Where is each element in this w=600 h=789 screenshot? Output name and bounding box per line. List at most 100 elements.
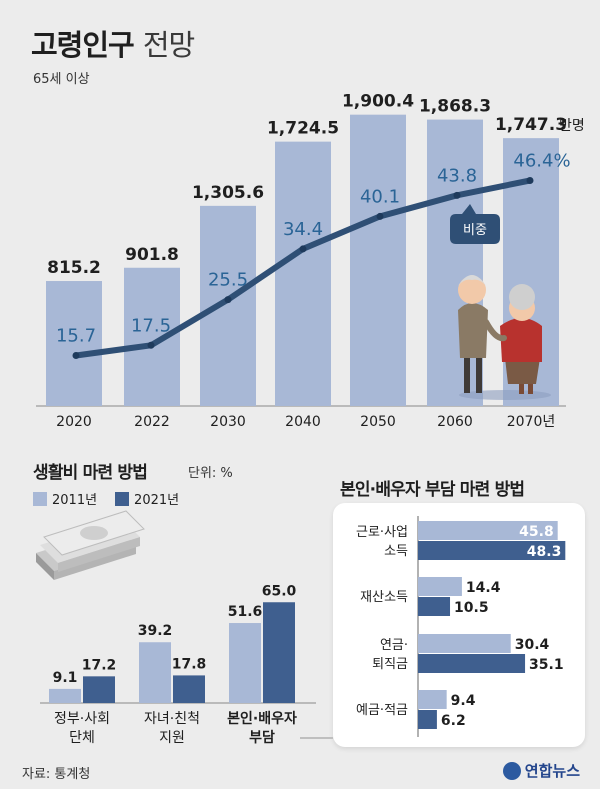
hbar-value-label: 48.3 [527,544,562,560]
man-hair [458,275,486,286]
hbar-value-label: 10.5 [454,600,489,616]
hbar-2021 [418,597,451,616]
woman-leg [528,380,533,394]
bar-value-label: 17.8 [172,656,207,672]
bar-2021 [173,675,205,703]
man-arm [483,319,507,342]
share-value-label: 25.5 [208,270,248,291]
money-stack-front [58,537,140,572]
hbar-2011 [418,634,511,653]
hbar-category-label: 소득 [384,544,408,559]
legend: 2011년 2021년 [33,489,197,508]
man-coat [458,303,488,358]
share-callout-pointer [462,204,476,214]
hbar-category-label: 퇴직금 [372,657,408,672]
bar-value-label: 9.1 [53,670,78,686]
share-value-label: 15.7 [56,326,96,347]
share-point [224,296,232,304]
share-point [299,245,307,253]
share-point [453,191,461,199]
bar-value-label: 51.6 [228,604,263,620]
x-tick-label: 2030 [210,414,246,430]
legend-swatch-dark [115,491,130,506]
bar-value-label: 65.0 [262,583,297,599]
elderly-couple-illustration [458,275,551,400]
share-value-label: 46.4% [513,151,570,172]
bar-2021 [83,676,115,703]
living-cost-unit: 단위: % [188,466,233,481]
population-bar [427,119,483,407]
legend-swatch-light [33,491,47,506]
category-label: 본인·배우자 [227,710,297,727]
bar-2011 [49,688,81,703]
population-value-label: 1,724.5 [267,119,339,139]
population-value-label: 815.2 [47,258,101,278]
hbar-value-label: 14.4 [466,580,501,596]
hbar-2011 [418,690,447,709]
woman-leg [519,380,524,394]
hbar-2011 [418,521,558,540]
share-value-label: 17.5 [131,315,171,336]
page-subtitle: 65세 이상 [33,72,90,87]
category-label: 단체 [69,730,95,746]
population-value-label: 1,305.6 [192,183,264,203]
woman-cardigan [500,318,542,362]
page-title: 고령인구 전망 [31,22,195,64]
share-value-label: 40.1 [360,186,400,207]
share-callout-label: 비중 [463,223,487,238]
category-label: 지원 [159,730,185,746]
brand-logo: 연합뉴스 [502,760,580,781]
x-tick-label: 2020 [56,414,92,430]
share-point [376,212,384,220]
share-value-label: 34.4 [283,219,323,240]
population-bar [200,205,256,406]
x-tick-label: 2040 [285,414,321,430]
hbar-value-label: 30.4 [515,637,550,653]
money-stack-illustration [36,510,145,580]
population-bar [46,281,102,406]
category-label: 정부·사회 [54,711,110,727]
bar-2021 [263,602,295,703]
unit-label: 만명 [559,118,585,134]
population-bar [350,114,406,407]
share-point [147,341,155,349]
woman-hair [509,284,535,310]
share-callout-box [450,214,500,244]
source-text: 자료: 통계청 [22,767,91,782]
bar-value-label: 39.2 [138,623,173,639]
population-bar [275,141,331,406]
title-main: 고령인구 [31,28,135,62]
x-tick-label: 2050 [360,414,396,430]
hbar-2021 [418,654,526,673]
x-tick-label: 2070년 [507,414,556,430]
hbar-value-label: 6.2 [441,713,466,729]
legend-item-2011: 2011년 [33,489,97,508]
money-band [80,526,108,540]
population-value-label: 901.8 [125,245,179,265]
category-label: 자녀·친척 [144,711,200,727]
hbar-value-label: 35.1 [529,657,564,673]
logo-text: 연합뉴스 [524,762,580,780]
hbar-value-label: 45.8 [519,524,554,540]
title-sub: 전망 [142,28,195,62]
bar-2011 [139,642,171,703]
category-label: 부담 [249,729,275,746]
hbar-2021 [418,541,566,560]
hbar-category-label: 연금· [380,638,408,653]
hbar-2011 [418,577,462,596]
share-point [72,352,80,360]
self-burden-title: 본인·배우자 부담 마련 방법 [340,480,525,500]
man-head [458,276,486,304]
man-leg [476,355,482,393]
man-leg [464,355,470,393]
share-point [526,177,534,185]
bar-value-label: 17.2 [82,657,117,673]
living-cost-title: 생활비 마련 방법 [33,463,148,483]
population-value-label: 1,868.3 [419,97,491,117]
population-value-label: 1,747.3 [495,115,567,135]
legend-item-2021: 2021년 [115,489,179,508]
bar-2011 [229,623,261,703]
woman-skirt [505,358,540,384]
